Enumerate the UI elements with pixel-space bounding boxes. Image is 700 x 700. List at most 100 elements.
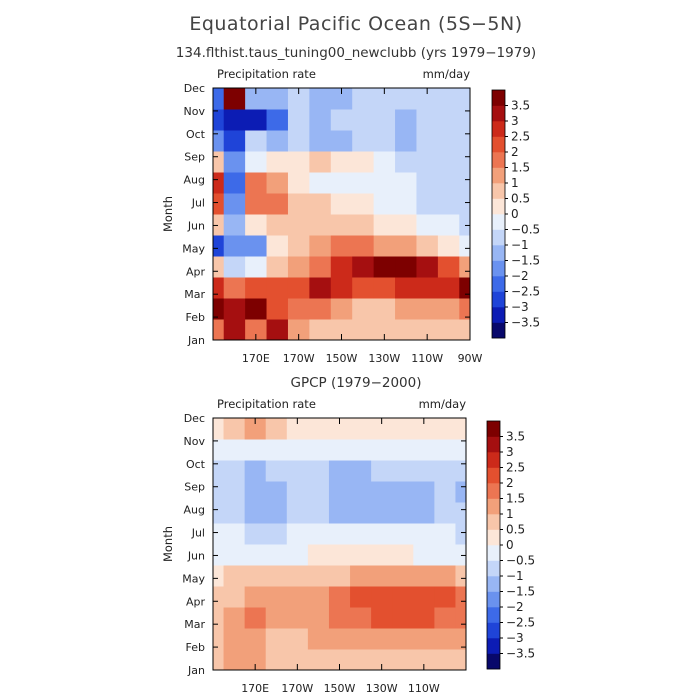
- heatmap-cell: [330, 235, 353, 257]
- heatmap-cell: [434, 586, 456, 608]
- heatmap-cell: [286, 460, 309, 482]
- heatmap-cell: [459, 214, 471, 236]
- heatmap-cell: [328, 481, 351, 503]
- y-axis-label: Month: [161, 526, 175, 562]
- heatmap-cell: [455, 649, 467, 671]
- heatmap-cell: [437, 298, 460, 320]
- colorbar-swatch: [492, 198, 505, 215]
- colorbar-label: −2.5: [506, 616, 535, 630]
- heatmap-cell: [307, 544, 330, 566]
- heatmap-cell: [244, 586, 267, 608]
- heatmap-cell: [309, 109, 332, 131]
- heatmap-cell: [223, 277, 246, 299]
- heatmap-cell: [223, 130, 246, 152]
- heatmap-cell: [223, 109, 246, 131]
- heatmap-cell: [455, 523, 467, 545]
- units-label: mm/day: [419, 397, 467, 411]
- heatmap-cell: [459, 151, 471, 173]
- heatmap-cell: [371, 565, 393, 587]
- heatmap-cell: [287, 151, 310, 173]
- heatmap-cell: [286, 502, 309, 524]
- colorbar-label: 1.5: [506, 492, 525, 506]
- colorbar-swatch: [487, 576, 500, 592]
- heatmap-cell: [455, 628, 467, 650]
- heatmap-cell: [244, 544, 267, 566]
- heatmap-cell: [352, 109, 375, 131]
- heatmap-cell: [330, 88, 353, 110]
- heatmap-cell: [213, 460, 225, 482]
- x-tick-label: 170W: [283, 352, 315, 365]
- heatmap-cell: [373, 130, 396, 152]
- heatmap-cell: [434, 523, 456, 545]
- heatmap-cell: [371, 502, 393, 524]
- heatmap-cell: [265, 607, 288, 629]
- heatmap-cell: [223, 418, 246, 440]
- heatmap-cell: [245, 88, 268, 110]
- heatmap-cell: [328, 523, 351, 545]
- heatmap-cell: [223, 523, 246, 545]
- heatmap-cell: [266, 277, 289, 299]
- heatmap-cell: [413, 586, 435, 608]
- heatmap-cell: [437, 109, 460, 131]
- colorbar-swatch: [492, 121, 505, 137]
- heatmap-cell: [266, 256, 289, 278]
- heatmap-cell: [307, 586, 330, 608]
- colorbar-swatch: [487, 607, 500, 623]
- colorbar-swatch: [487, 421, 500, 437]
- heatmap-cell: [413, 523, 435, 545]
- heatmap-cell: [223, 502, 246, 524]
- heatmap-cell: [245, 319, 268, 341]
- colorbar-swatch: [487, 560, 500, 577]
- heatmap-cell: [416, 109, 439, 131]
- heatmap-cell: [244, 439, 267, 461]
- heatmap-cell: [455, 460, 467, 482]
- heatmap-cell: [459, 256, 471, 278]
- heatmap-cell: [350, 544, 372, 566]
- heatmap-cell: [416, 151, 439, 173]
- heatmap-cell: [413, 544, 435, 566]
- heatmap-cell: [413, 502, 435, 524]
- heatmap-cell: [392, 628, 414, 650]
- x-tick-label: 130W: [368, 352, 400, 365]
- heatmap-cell: [213, 586, 225, 608]
- heatmap-cell: [459, 172, 471, 194]
- heatmap-cell: [287, 319, 310, 341]
- heatmap-cell: [287, 277, 310, 299]
- colorbar-swatch: [492, 322, 505, 339]
- heatmap-cell: [371, 649, 393, 671]
- heatmap-cell: [213, 544, 225, 566]
- heatmap-cell: [244, 502, 267, 524]
- heatmap-cell: [455, 586, 467, 608]
- colorbar-label: −2.5: [511, 285, 540, 299]
- heatmap-cell: [434, 607, 456, 629]
- y-tick-label: Feb: [186, 641, 205, 654]
- heatmap-cell: [352, 130, 375, 152]
- x-tick-label: 170E: [241, 682, 269, 695]
- heatmap-cell: [223, 214, 246, 236]
- heatmap-cell: [307, 607, 330, 629]
- heatmap-cell: [223, 460, 246, 482]
- heatmap-cell: [307, 649, 330, 671]
- heatmap-cell: [245, 214, 268, 236]
- heatmap-cell: [416, 172, 439, 194]
- heatmap-cell: [328, 565, 351, 587]
- heatmap-cell: [373, 172, 396, 194]
- heatmap-cell: [287, 298, 310, 320]
- heatmap-cell: [392, 544, 414, 566]
- heatmap-cell: [223, 151, 246, 173]
- colorbar-swatch: [487, 452, 500, 468]
- heatmap-cell: [266, 88, 289, 110]
- heatmap-cell: [223, 235, 246, 257]
- heatmap-cell: [287, 235, 310, 257]
- heatmap-cell: [245, 172, 268, 194]
- heatmap-cell: [307, 418, 330, 440]
- heatmap-cell: [213, 481, 225, 503]
- heatmap-cell: [330, 214, 353, 236]
- y-tick-label: Jan: [187, 664, 205, 677]
- heatmap-cell: [265, 418, 288, 440]
- y-tick-label: Feb: [186, 311, 205, 324]
- colorbar: 3.53 2.52 1.51 0.50 −0.5−1 −1.5−2 −2.5−3 −3.5: [491, 89, 540, 339]
- y-tick-label: May: [182, 242, 205, 255]
- colorbar-swatch: [487, 514, 500, 530]
